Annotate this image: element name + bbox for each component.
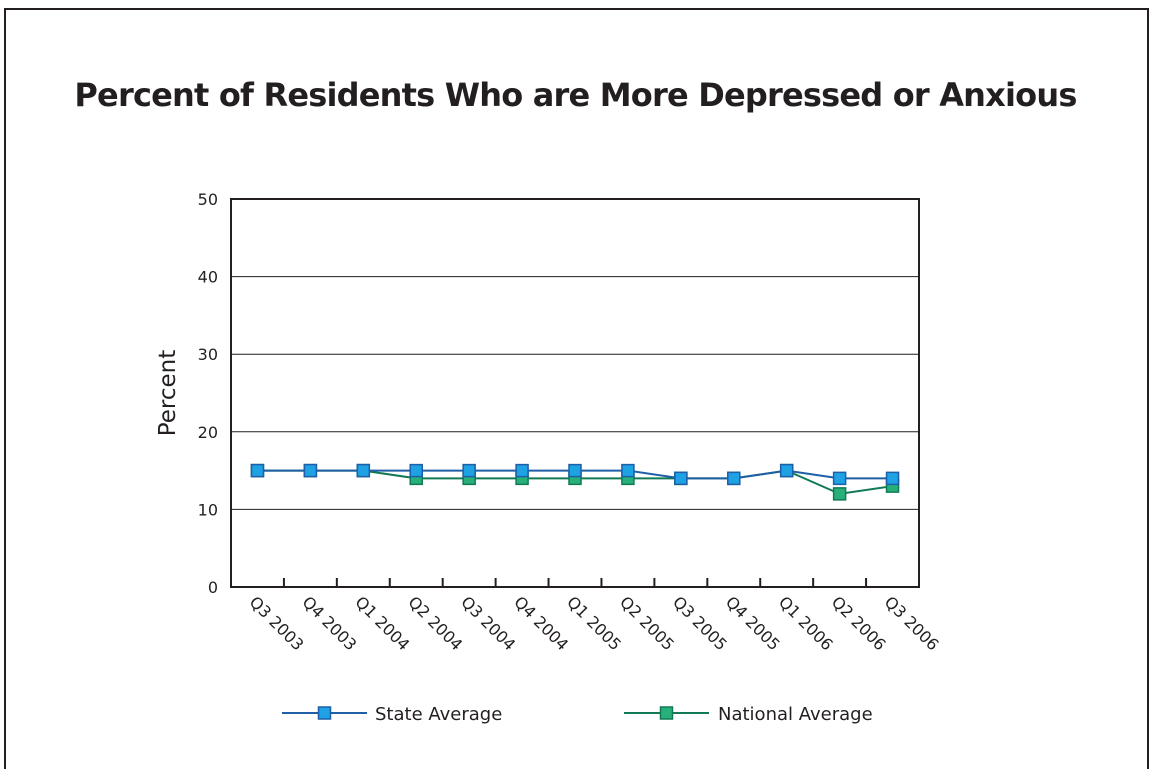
y-axis-ticks: 0 10 20 30 40 50 — [198, 190, 218, 597]
data-point — [727, 471, 741, 486]
x-tick-label: Q2 2004 — [404, 592, 466, 654]
x-tick-label: Q4 2004 — [510, 592, 572, 654]
legend-marker — [659, 706, 674, 720]
data-point — [674, 471, 688, 486]
data-point — [250, 463, 265, 478]
data-point — [779, 463, 794, 478]
data-point — [303, 463, 318, 478]
y-tick-label: 40 — [198, 268, 218, 287]
chart-title: Percent of Residents Who are More Depres… — [74, 76, 1077, 114]
grid-lines — [231, 276, 919, 510]
x-tick-label: Q1 2006 — [775, 592, 837, 654]
legend-label: National Average — [718, 704, 873, 725]
x-tick-label: Q3 2005 — [669, 592, 731, 654]
legend-item: State Average — [282, 704, 502, 725]
x-tick-label: Q3 2004 — [457, 592, 519, 654]
data-point — [409, 463, 423, 478]
legend-marker — [317, 706, 332, 720]
y-tick-label: 10 — [198, 500, 218, 519]
x-tick-label: Q3 2006 — [881, 592, 943, 654]
x-tick-label: Q3 2003 — [246, 592, 308, 654]
data-point — [462, 463, 476, 478]
series-state-average — [250, 463, 900, 486]
x-tick-label: Q2 2005 — [616, 592, 678, 654]
chart-frame — [4, 8, 1149, 769]
data-point — [356, 463, 371, 478]
x-tick-label: Q4 2005 — [722, 592, 784, 654]
y-tick-label: 50 — [198, 190, 218, 209]
y-tick-label: 20 — [198, 423, 218, 442]
y-tick-label: 30 — [198, 345, 218, 364]
data-point — [832, 471, 847, 486]
series-layer — [250, 463, 900, 501]
plot-area — [230, 198, 920, 588]
data-point — [832, 487, 847, 501]
data-point — [515, 463, 529, 478]
x-tick-label: Q2 2006 — [828, 592, 890, 654]
x-tick-label: Q4 2003 — [299, 592, 361, 654]
data-point — [568, 463, 582, 478]
y-tick-label: 0 — [208, 578, 218, 597]
x-tick-label: Q1 2004 — [351, 592, 413, 654]
data-point — [885, 471, 900, 486]
data-point — [621, 463, 635, 478]
y-axis-label: Percent — [155, 350, 181, 437]
legend-item: National Average — [624, 704, 873, 725]
x-tick-label: Q1 2005 — [563, 592, 625, 654]
legend: State Average National Average — [282, 704, 873, 725]
legend-label: State Average — [375, 704, 502, 725]
